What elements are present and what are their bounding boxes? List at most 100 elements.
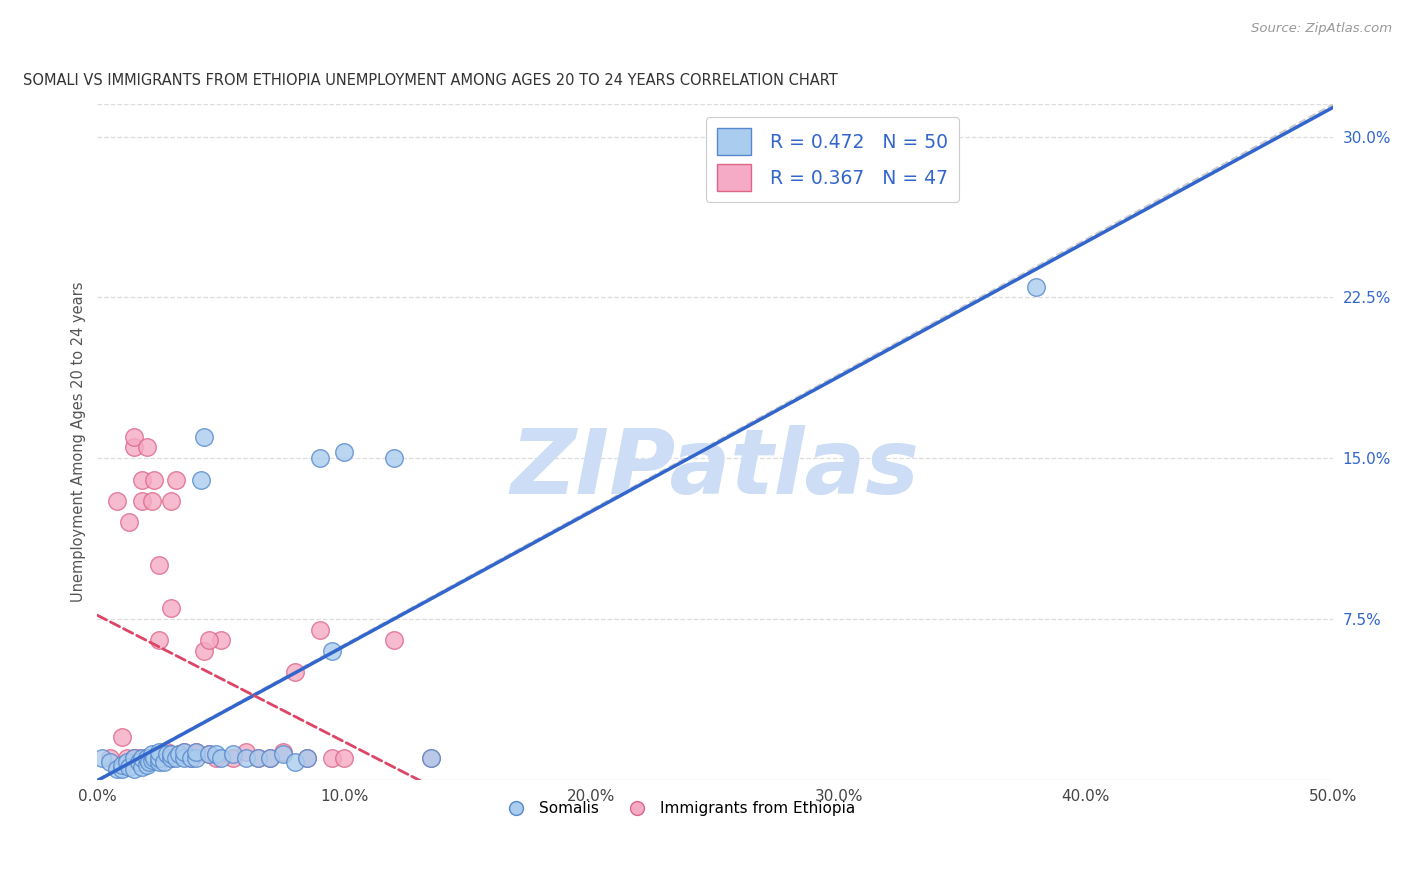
Point <box>205 747 228 761</box>
Point <box>1025 279 1047 293</box>
Point <box>297 751 319 765</box>
Point <box>124 430 146 444</box>
Point <box>141 747 163 761</box>
Point <box>284 665 307 680</box>
Point <box>135 441 157 455</box>
Point <box>143 751 166 765</box>
Point <box>155 745 177 759</box>
Point <box>284 756 307 770</box>
Point <box>186 745 208 759</box>
Point <box>98 751 121 765</box>
Point <box>419 751 441 765</box>
Point <box>155 747 177 761</box>
Point <box>160 494 183 508</box>
Point <box>131 473 153 487</box>
Point <box>222 751 245 765</box>
Point <box>193 430 215 444</box>
Point <box>135 751 157 765</box>
Point <box>209 633 232 648</box>
Point <box>271 747 294 761</box>
Point <box>160 747 183 761</box>
Point <box>186 751 208 765</box>
Point <box>143 473 166 487</box>
Point <box>259 751 281 765</box>
Point <box>333 444 356 458</box>
Point <box>186 745 208 759</box>
Point <box>246 751 269 765</box>
Point <box>91 751 114 765</box>
Point <box>382 633 405 648</box>
Point <box>209 751 232 765</box>
Legend: Somalis, Immigrants from Ethiopia: Somalis, Immigrants from Ethiopia <box>495 796 862 822</box>
Point <box>148 558 170 573</box>
Point <box>148 756 170 770</box>
Point <box>135 751 157 765</box>
Point <box>124 762 146 776</box>
Point <box>186 747 208 761</box>
Point <box>148 745 170 759</box>
Point <box>115 751 138 765</box>
Point <box>297 751 319 765</box>
Point <box>128 756 150 770</box>
Point <box>222 747 245 761</box>
Point <box>153 756 176 770</box>
Point <box>259 751 281 765</box>
Point <box>205 751 228 765</box>
Point <box>118 516 141 530</box>
Point <box>105 494 128 508</box>
Point <box>124 751 146 765</box>
Point <box>131 751 153 765</box>
Point <box>197 633 219 648</box>
Point <box>128 751 150 765</box>
Point <box>160 751 183 765</box>
Point <box>153 751 176 765</box>
Point <box>235 745 257 759</box>
Point <box>308 623 330 637</box>
Text: ZIPatlas: ZIPatlas <box>510 425 920 513</box>
Point <box>138 756 160 770</box>
Point <box>271 745 294 759</box>
Point <box>197 747 219 761</box>
Text: Source: ZipAtlas.com: Source: ZipAtlas.com <box>1251 22 1392 36</box>
Point <box>141 753 163 767</box>
Point <box>118 760 141 774</box>
Point <box>321 751 343 765</box>
Point <box>180 751 202 765</box>
Point <box>111 762 134 776</box>
Point <box>167 747 190 761</box>
Point <box>165 473 187 487</box>
Point <box>160 601 183 615</box>
Point <box>148 751 170 765</box>
Point <box>160 751 183 765</box>
Point <box>148 751 170 765</box>
Point <box>131 760 153 774</box>
Point <box>98 756 121 770</box>
Y-axis label: Unemployment Among Ages 20 to 24 years: Unemployment Among Ages 20 to 24 years <box>72 282 86 602</box>
Point <box>321 644 343 658</box>
Point <box>197 747 219 761</box>
Point <box>333 751 356 765</box>
Point <box>115 756 138 770</box>
Point <box>382 451 405 466</box>
Point <box>141 494 163 508</box>
Point <box>173 745 195 759</box>
Point <box>193 644 215 658</box>
Point <box>111 757 134 772</box>
Text: SOMALI VS IMMIGRANTS FROM ETHIOPIA UNEMPLOYMENT AMONG AGES 20 TO 24 YEARS CORREL: SOMALI VS IMMIGRANTS FROM ETHIOPIA UNEMP… <box>24 73 838 88</box>
Point <box>173 751 195 765</box>
Point <box>135 757 157 772</box>
Point <box>165 751 187 765</box>
Point <box>419 751 441 765</box>
Point <box>235 751 257 765</box>
Point <box>308 451 330 466</box>
Point <box>190 473 212 487</box>
Point <box>246 751 269 765</box>
Point <box>111 730 134 744</box>
Point <box>124 441 146 455</box>
Point <box>131 494 153 508</box>
Point <box>180 751 202 765</box>
Point <box>124 751 146 765</box>
Point <box>173 745 195 759</box>
Point <box>148 633 170 648</box>
Point <box>167 747 190 761</box>
